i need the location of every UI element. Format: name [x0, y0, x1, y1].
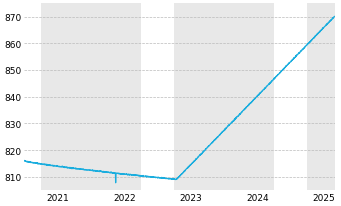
Bar	[174, 4, 274, 190]
Bar	[41, 4, 140, 190]
Bar	[307, 4, 335, 190]
